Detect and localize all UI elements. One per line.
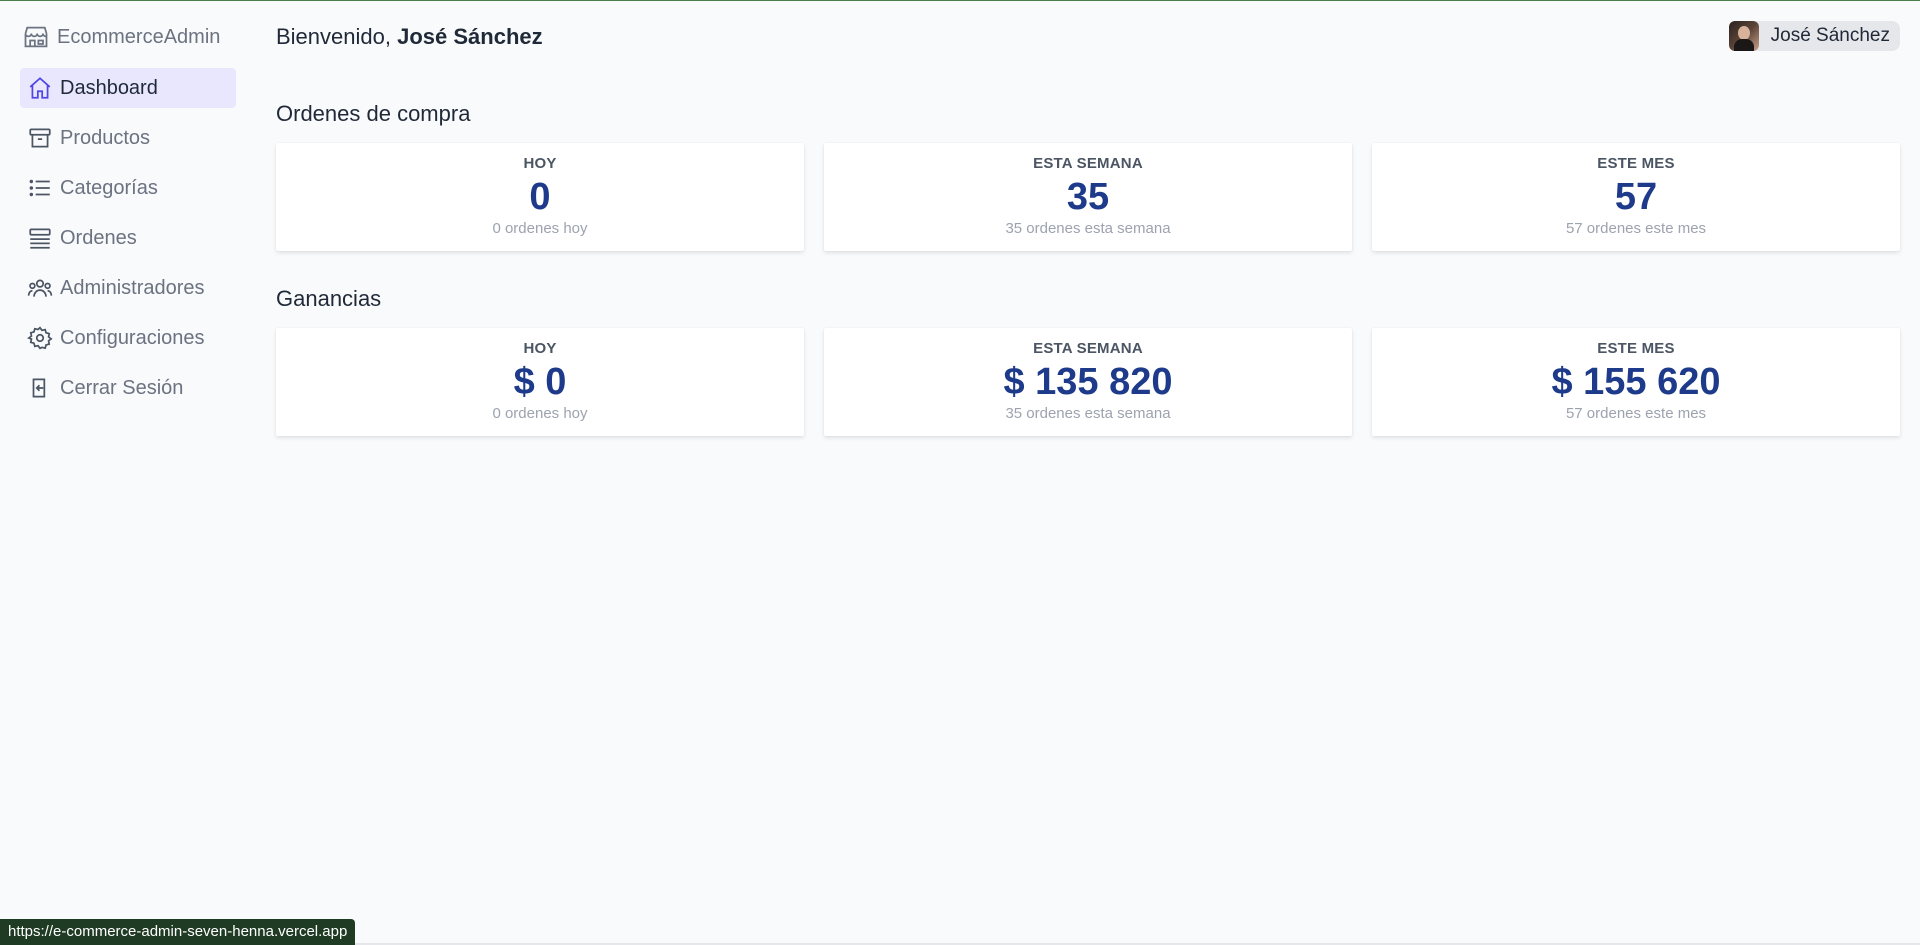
sidebar-nav: Dashboard Productos Categorías Ordenes A… [20,68,236,408]
card-subtext: 57 ordenes este mes [1565,220,1707,237]
archive-box-icon [26,124,54,152]
sidebar-item-label: Dashboard [60,76,158,99]
list-icon [26,174,54,202]
earnings-card-today: HOY $ 0 0 ordenes hoy [276,328,804,436]
queue-list-icon [26,224,54,252]
card-label: HOY [523,155,557,172]
card-label: ESTE MES [1597,340,1675,357]
sidebar-item-configuraciones[interactable]: Configuraciones [20,318,236,358]
brand-name: EcommerceAdmin [57,25,221,48]
avatar [1728,21,1759,51]
card-subtext: 35 ordenes esta semana [1005,405,1171,422]
earnings-cards: HOY $ 0 0 ordenes hoy ESTA SEMANA $ 135 … [276,328,1900,436]
sidebar-item-label: Cerrar Sesión [60,376,184,399]
card-subtext: 35 ordenes esta semana [1005,220,1171,237]
earnings-card-week: ESTA SEMANA $ 135 820 35 ordenes esta se… [824,328,1352,436]
card-label: ESTA SEMANA [1033,340,1143,357]
welcome-user-name: José Sánchez [397,24,543,49]
user-menu[interactable]: José Sánchez [1728,21,1900,51]
card-value: $ 155 620 [1551,361,1721,403]
sidebar: EcommerceAdmin Dashboard Productos Categ… [20,20,236,418]
sidebar-item-label: Categorías [60,176,158,199]
card-value: 35 [1066,176,1110,218]
card-label: ESTA SEMANA [1033,155,1143,172]
earnings-card-month: ESTE MES $ 155 620 57 ordenes este mes [1372,328,1900,436]
orders-cards: HOY 0 0 ordenes hoy ESTA SEMANA 35 35 or… [276,143,1900,251]
store-icon [24,26,48,48]
card-value: 57 [1614,176,1658,218]
card-value: $ 135 820 [1003,361,1173,403]
orders-section-title: Ordenes de compra [276,101,471,126]
gear-icon [26,324,54,352]
card-value: $ 0 [513,361,567,403]
sidebar-item-label: Ordenes [60,226,137,249]
earnings-section-title: Ganancias [276,286,382,311]
orders-card-month: ESTE MES 57 57 ordenes este mes [1372,143,1900,251]
logout-icon [26,374,54,402]
sidebar-item-categorias[interactable]: Categorías [20,168,236,208]
sidebar-item-ordenes[interactable]: Ordenes [20,218,236,258]
sidebar-item-label: Productos [60,126,151,149]
sidebar-item-administradores[interactable]: Administradores [20,268,236,308]
window-bottom-border [0,943,1920,945]
welcome-message: Bienvenido, José Sánchez [276,24,543,50]
users-icon [26,274,54,302]
card-label: HOY [523,340,557,357]
sidebar-item-dashboard[interactable]: Dashboard [20,68,236,108]
sidebar-item-label: Configuraciones [60,326,205,349]
card-value: 0 [529,176,551,218]
card-subtext: 0 ordenes hoy [492,405,588,422]
user-menu-name: José Sánchez [1770,25,1890,46]
window-top-border [0,0,1920,1]
welcome-prefix: Bienvenido, [276,24,391,49]
brand-logo[interactable]: EcommerceAdmin [20,20,236,54]
card-subtext: 0 ordenes hoy [492,220,588,237]
orders-card-today: HOY 0 0 ordenes hoy [276,143,804,251]
home-icon [26,74,54,102]
browser-status-url: https://e-commerce-admin-seven-henna.ver… [0,919,356,945]
orders-card-week: ESTA SEMANA 35 35 ordenes esta semana [824,143,1352,251]
card-subtext: 57 ordenes este mes [1565,405,1707,422]
sidebar-item-cerrar-sesion[interactable]: Cerrar Sesión [20,368,236,408]
sidebar-item-productos[interactable]: Productos [20,118,236,158]
card-label: ESTE MES [1597,155,1675,172]
sidebar-item-label: Administradores [60,276,205,299]
